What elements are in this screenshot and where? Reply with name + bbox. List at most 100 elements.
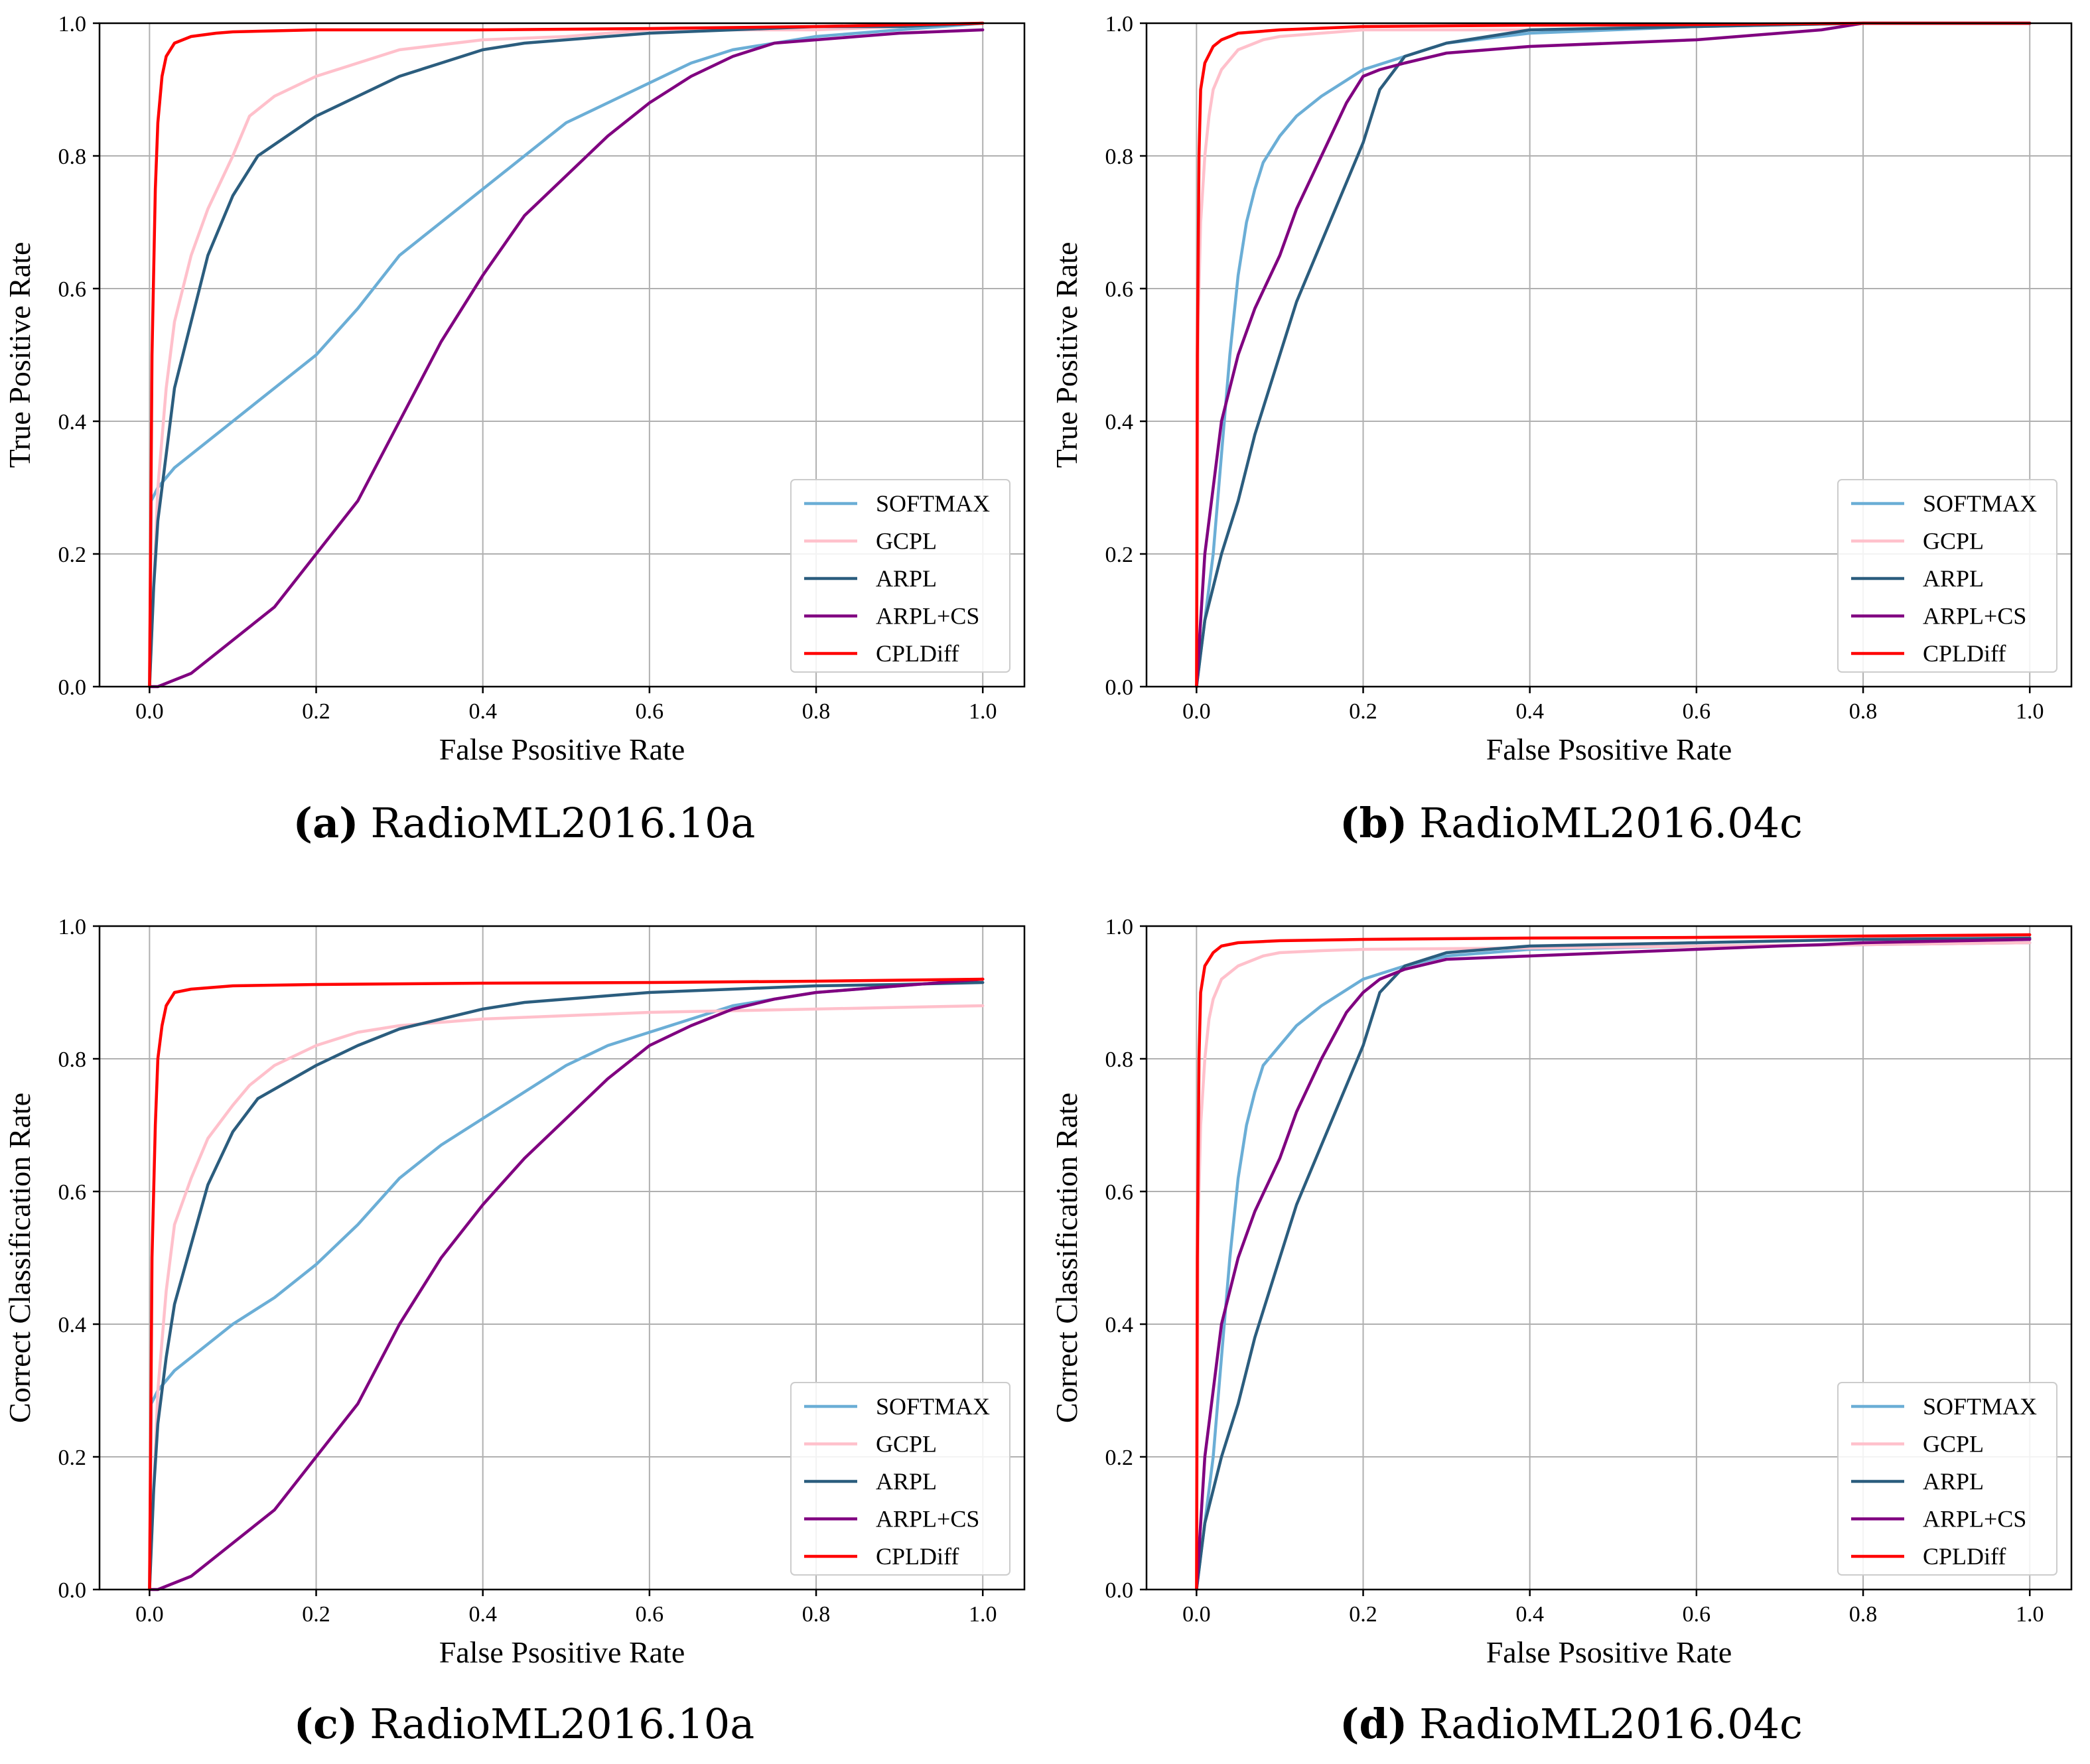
x-tick-label: 0.2 [302,1602,330,1627]
series-line-softmax [1195,21,2032,689]
x-tick-label: 1.0 [969,699,997,724]
axes-frame [1145,925,2073,1591]
x-tick-label: 0.2 [1349,699,1377,724]
legend-label-gcpl: GCPL [876,1431,937,1458]
legend-label-gcpl: GCPL [1923,1431,1984,1458]
y-axis-label: True Positive Rate [1050,242,1083,468]
legend-label-cpldiff: CPLDiff [876,1543,959,1570]
y-tick-label: 1.0 [1105,915,1134,939]
series-line-arpl-cs [148,28,985,689]
y-tick-label: 0.2 [1105,1446,1134,1470]
y-tick-label: 0.4 [1105,410,1134,435]
x-axis-label: False Psositive Rate [1486,1635,1732,1669]
x-tick-label: 0.2 [302,699,330,724]
subfigure-caption: (b) RadioML2016.04c [1340,799,1803,847]
y-tick-label: 0.4 [58,1313,87,1337]
legend-label-arpl-cs: ARPL+CS [1923,1506,2026,1532]
caption-text: RadioML2016.10a [370,1700,754,1748]
series-line-arpl [1195,936,2032,1592]
series-line-arpl-cs [148,977,985,1592]
series-line-arpl-cs [1195,21,2032,689]
x-tick-label: 0.4 [1515,699,1544,724]
panel-a: 0.0 0.2 0.4 0.6 0.8 1.0 0.0 0.2 0.4 0.6 0.8 1.0 Fals… [3,12,1026,847]
series-line-gcpl [148,21,985,689]
y-tick-label: 0.6 [1105,1180,1134,1205]
y-tick-label: 0.6 [1105,277,1134,302]
y-tick-label: 0.6 [58,1180,87,1205]
panel-b: 0.0 0.2 0.4 0.6 0.8 1.0 0.0 0.2 0.4 0.6 0.8 1.0 Fals… [1050,12,2073,847]
y-tick-label: 0.4 [1105,1313,1134,1337]
series-line-softmax [1195,941,2032,1592]
x-tick-label: 0.8 [1849,1602,1878,1627]
x-tick-label: 0.4 [468,699,497,724]
y-tick-label: 0.0 [1105,675,1134,700]
y-tick-label: 1.0 [58,915,87,939]
series-line-gcpl [148,1004,985,1592]
legend-label-arpl-cs: ARPL+CS [876,1506,979,1532]
legend-label-arpl: ARPL [1923,565,1984,592]
series-line-arpl [148,21,985,689]
x-axis-label: False Psositive Rate [439,732,685,766]
x-tick-label: 1.0 [2016,1602,2044,1627]
legend-label-arpl: ARPL [876,565,937,592]
y-tick-label: 0.2 [58,543,87,567]
y-axis-label: Correct Classification Rate [1050,1093,1083,1423]
y-tick-label: 1.0 [1105,12,1134,36]
x-axis-label: False Psositive Rate [439,1635,685,1669]
x-tick-label: 0.6 [636,699,664,724]
subfigure-caption: (d) RadioML2016.04c [1340,1700,1803,1748]
x-tick-label: 0.4 [468,1602,497,1627]
axes-frame [1145,22,2073,688]
series-line-softmax [148,21,985,689]
x-tick-label: 0.0 [1182,1602,1211,1627]
legend-box [790,479,1010,673]
series-line-cpldiff [1195,21,2032,689]
x-axis-label: False Psositive Rate [1486,732,1732,766]
x-tick-label: 0.6 [1683,699,1711,724]
y-axis-label: Correct Classification Rate [3,1093,36,1423]
axes-frame [98,925,1026,1591]
legend-label-arpl: ARPL [1923,1468,1984,1495]
y-tick-label: 0.2 [1105,543,1134,567]
series-line-cpldiff [148,21,985,689]
legend-label-softmax: SOFTMAX [1923,490,2037,517]
y-tick-label: 1.0 [58,12,87,36]
series-line-arpl [1195,21,2032,689]
y-tick-label: 0.8 [1105,145,1134,169]
x-tick-label: 0.8 [1849,699,1878,724]
series-line-gcpl [1195,941,2032,1592]
series-line-arpl [148,981,985,1592]
legend-label-cpldiff: CPLDiff [1923,1543,2006,1570]
x-tick-label: 0.2 [1349,1602,1377,1627]
y-tick-label: 0.0 [1105,1578,1134,1603]
subfigure-caption: (c) RadioML2016.10a [294,1700,754,1748]
axes-frame [98,22,1026,688]
y-tick-label: 0.0 [58,675,87,700]
x-tick-label: 1.0 [969,1602,997,1627]
y-tick-label: 0.8 [58,145,87,169]
caption-letter: (d) [1340,1700,1407,1748]
caption-text: RadioML2016.04c [1419,1700,1803,1748]
y-tick-label: 0.6 [58,277,87,302]
x-tick-label: 0.4 [1515,1602,1544,1627]
caption-text: RadioML2016.10a [370,799,755,847]
series-line-arpl-cs [1195,937,2032,1592]
y-tick-label: 0.2 [58,1446,87,1470]
y-tick-label: 0.4 [58,410,87,435]
caption-letter: (a) [293,799,359,847]
legend-label-cpldiff: CPLDiff [1923,640,2006,667]
legend-box [790,1382,1010,1576]
y-tick-label: 0.8 [58,1048,87,1072]
panel-c: 0.0 0.2 0.4 0.6 0.8 1.0 0.0 0.2 0.4 0.6 0.8 1.0 Fals… [3,915,1026,1748]
x-tick-label: 0.0 [1182,699,1211,724]
x-tick-label: 0.6 [636,1602,664,1627]
series-line-cpldiff [1195,933,2032,1592]
legend-label-arpl-cs: ARPL+CS [1923,603,2026,630]
x-tick-label: 0.0 [135,699,164,724]
legend-label-arpl-cs: ARPL+CS [876,603,979,630]
legend-box [1837,1382,2057,1576]
legend-label-softmax: SOFTMAX [1923,1393,2037,1420]
legend-label-softmax: SOFTMAX [876,1393,990,1420]
y-axis-label: True Positive Rate [3,242,36,468]
